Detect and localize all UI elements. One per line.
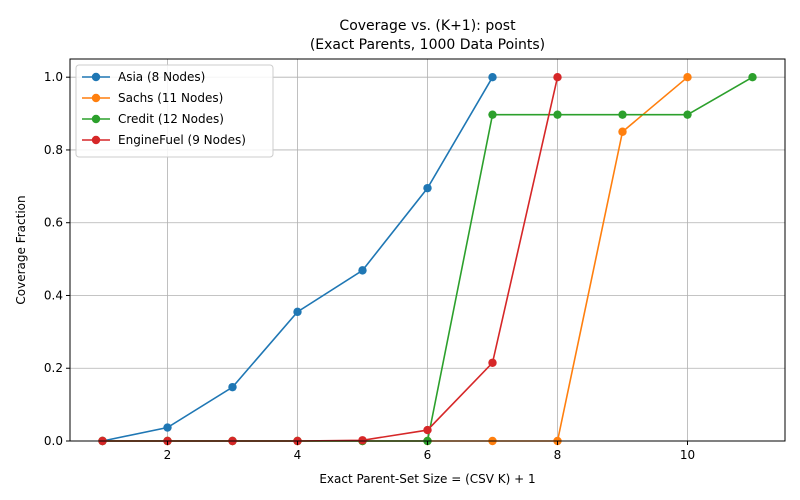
data-point	[163, 423, 172, 432]
legend-box	[75, 64, 274, 158]
legend-swatch-marker	[91, 114, 101, 124]
data-point	[423, 425, 432, 435]
data-point	[488, 72, 497, 82]
legend-swatch-marker	[91, 135, 101, 145]
data-point	[683, 72, 692, 82]
legend-label: Asia (8 Nodes)	[118, 70, 205, 84]
data-point	[618, 110, 627, 119]
y-axis-label: Coverage Fraction	[14, 195, 28, 304]
legend-item: Credit (12 Nodes)	[82, 112, 224, 126]
legend-label: Credit (12 Nodes)	[118, 112, 224, 126]
chart-subtitle: (Exact Parents, 1000 Data Points)	[310, 37, 545, 53]
data-point	[553, 110, 562, 119]
chart-title: Coverage vs. (K+1): post	[339, 18, 516, 34]
legend-item: Asia (8 Nodes)	[82, 70, 205, 84]
data-point	[553, 72, 562, 82]
x-tick-label: 8	[554, 448, 562, 462]
legend-item: EngineFuel (9 Nodes)	[82, 133, 246, 147]
data-point	[293, 307, 302, 317]
legend: Asia (8 Nodes) Sachs (11 Nodes) Credit (12…	[75, 64, 274, 158]
data-point	[748, 72, 757, 82]
legend-swatch-marker	[91, 93, 101, 103]
data-point	[488, 110, 497, 119]
x-axis-label: Exact Parent-Set Size = (CSV K) + 1	[319, 472, 535, 486]
data-point	[358, 266, 367, 275]
axis-ticks: 2 4 6 8 10 0.0 0.2 0.4 0.6 0.8 1.0	[44, 70, 695, 462]
x-tick-label: 6	[424, 448, 432, 462]
x-tick-label: 2	[164, 448, 172, 462]
y-tick-label: 0.8	[44, 143, 63, 157]
y-tick-label: 1.0	[44, 70, 63, 84]
data-point	[423, 183, 432, 193]
legend-item: Sachs (11 Nodes)	[82, 91, 223, 105]
y-tick-label: 0.4	[44, 288, 63, 302]
data-point	[488, 358, 497, 367]
y-tick-label: 0.6	[44, 216, 63, 230]
data-point	[618, 127, 627, 136]
data-point	[358, 436, 367, 445]
x-tick-label: 10	[680, 448, 695, 462]
x-tick-label: 4	[294, 448, 302, 462]
y-tick-label: 0.2	[44, 361, 63, 375]
legend-swatch-marker	[91, 72, 101, 82]
data-point	[228, 382, 237, 392]
legend-label: EngineFuel (9 Nodes)	[118, 133, 246, 147]
data-point	[683, 110, 692, 119]
legend-label: Sachs (11 Nodes)	[118, 91, 223, 105]
y-tick-label: 0.0	[44, 434, 63, 448]
